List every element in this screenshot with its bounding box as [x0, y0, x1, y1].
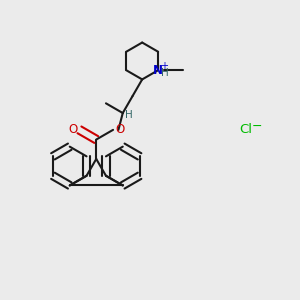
Text: O: O	[68, 123, 77, 136]
Text: N: N	[153, 64, 163, 77]
Text: −: −	[252, 120, 262, 133]
Text: +: +	[160, 61, 168, 71]
Text: Cl: Cl	[239, 123, 252, 136]
Text: H: H	[125, 110, 133, 120]
Text: O: O	[115, 123, 124, 136]
Text: H: H	[161, 68, 169, 78]
